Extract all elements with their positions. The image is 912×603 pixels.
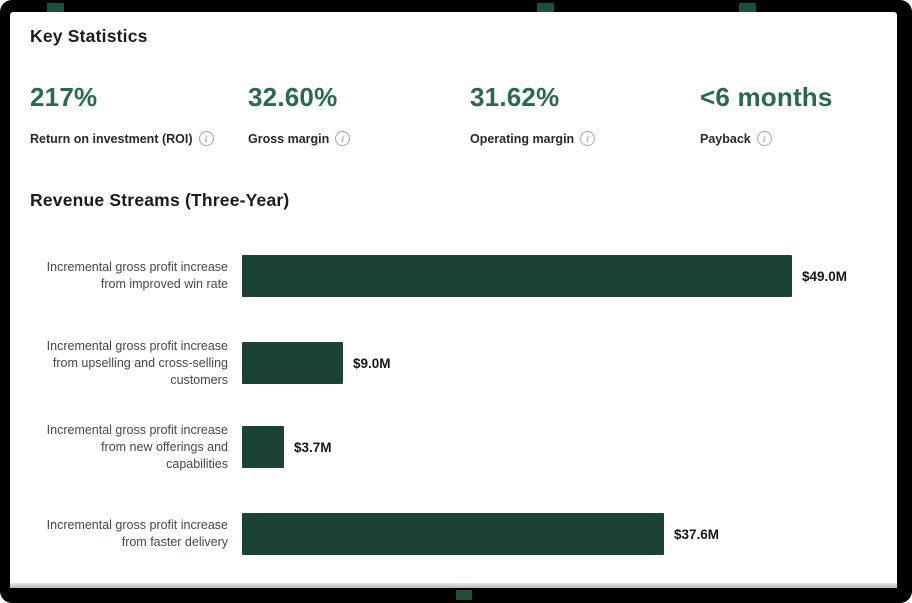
info-icon[interactable]: i (335, 131, 351, 146)
background-page-fragment (456, 590, 472, 600)
stat-value: 31.62% (470, 82, 560, 112)
stat-label: Gross margin (248, 131, 330, 146)
revenue-bar (242, 255, 792, 297)
stat-payback: <6 months Payback i (700, 82, 912, 146)
info-icon[interactable]: i (756, 131, 772, 146)
info-icon[interactable]: i (580, 131, 596, 146)
chart-row: Incremental gross profit increase from i… (30, 255, 892, 297)
bar-category-label: Incremental gross profit increase from n… (46, 422, 228, 471)
stat-value: 217% (30, 82, 98, 112)
bar-category-label: Incremental gross profit increase from u… (46, 338, 228, 387)
revenue-bar (242, 513, 664, 555)
stat-value: 32.60% (248, 82, 338, 112)
bar-value-label: $9.0M (353, 355, 391, 371)
info-icon[interactable]: i (198, 131, 214, 146)
chart-row: Incremental gross profit increase from n… (30, 423, 892, 471)
background-page-fragment (537, 3, 554, 13)
stat-gross-margin: 32.60% Gross margin i (248, 82, 463, 146)
card-bottom-edge (10, 583, 897, 588)
chart-row: Incremental gross profit increase from u… (30, 339, 892, 387)
stat-value: <6 months (700, 82, 833, 112)
stat-label: Operating margin (470, 131, 575, 146)
bar-category-label: Incremental gross profit increase from f… (46, 518, 228, 549)
key-statistics-heading: Key Statistics (30, 26, 148, 46)
stat-label: Return on investment (ROI) (30, 131, 193, 146)
bar-value-label: $3.7M (294, 439, 332, 455)
stat-operating-margin: 31.62% Operating margin i (470, 82, 685, 146)
revenue-bar (242, 426, 284, 468)
report-card: Key Statistics 217% Return on investment… (10, 12, 897, 588)
revenue-bar (242, 342, 343, 384)
background-page-fragment (47, 3, 64, 13)
background-page-fragment (739, 3, 756, 13)
stat-roi: 217% Return on investment (ROI) i (30, 82, 245, 146)
bar-value-label: $49.0M (802, 268, 848, 284)
chart-row: Incremental gross profit increase from f… (30, 513, 892, 555)
bar-value-label: $37.6M (674, 526, 720, 542)
stat-label: Payback (700, 131, 751, 146)
bar-category-label: Incremental gross profit increase from i… (46, 260, 228, 291)
revenue-streams-heading: Revenue Streams (Three-Year) (30, 190, 290, 210)
